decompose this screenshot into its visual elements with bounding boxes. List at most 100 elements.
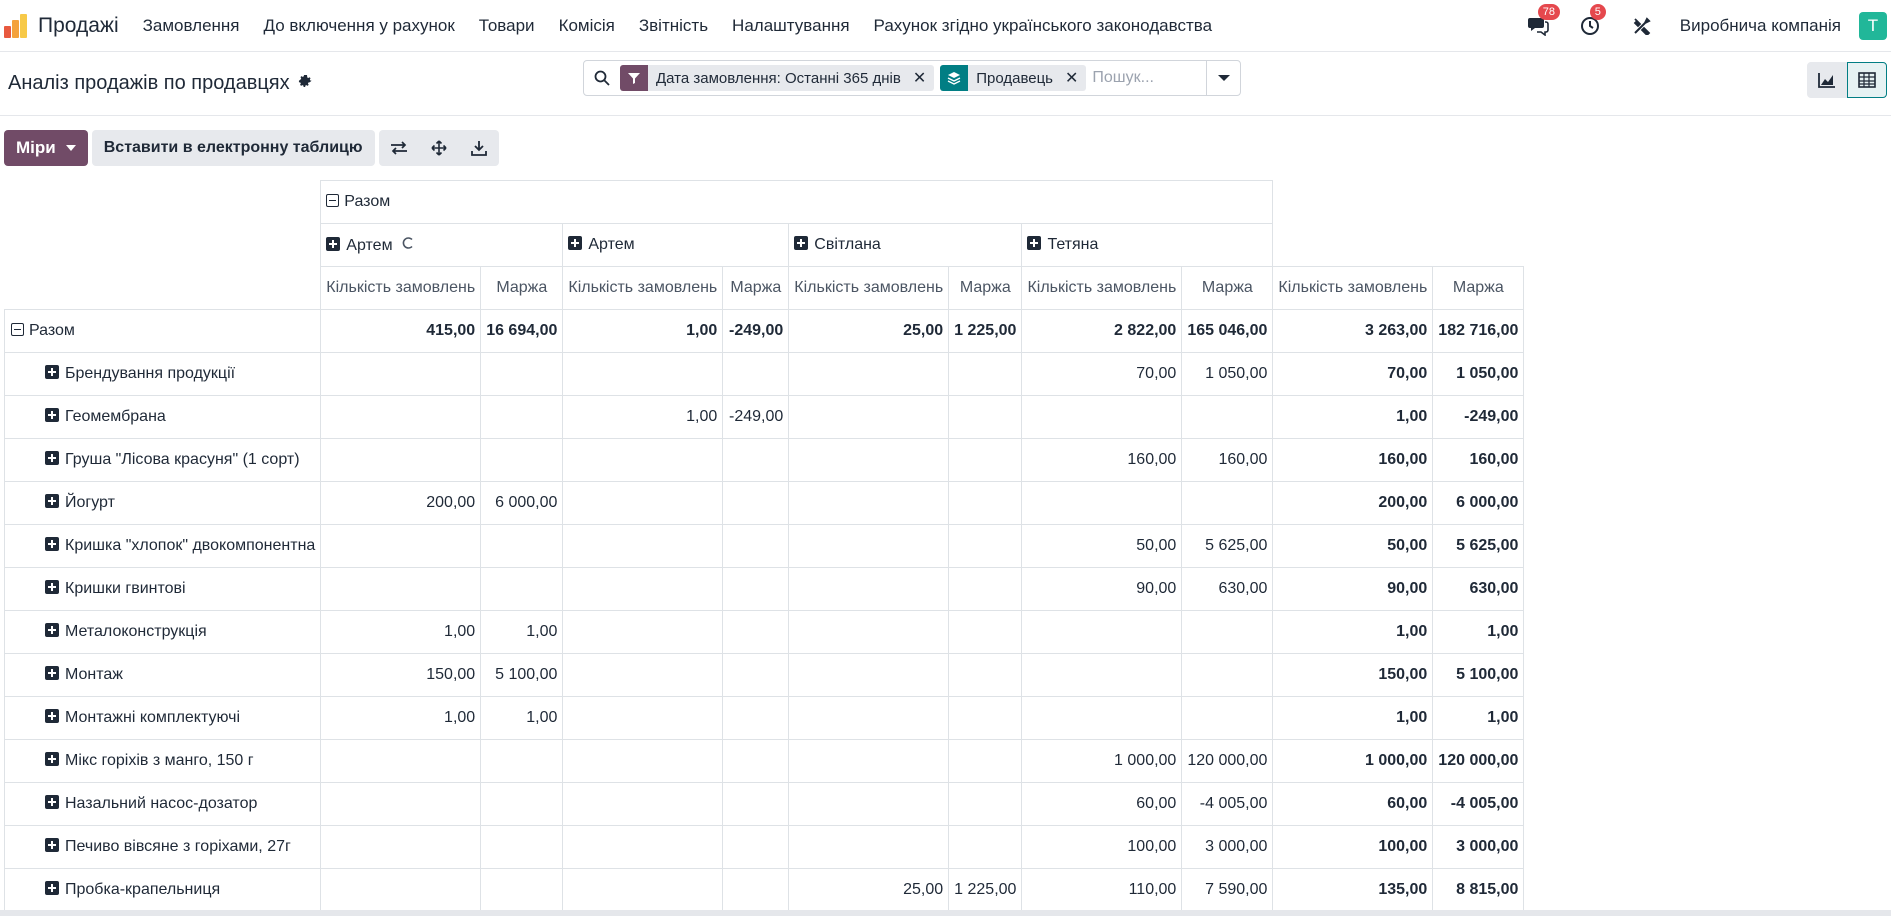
measure-header-count[interactable]: Кількість замовлень [1021, 266, 1183, 310]
pivot-cell[interactable]: -249,00 [722, 395, 790, 439]
menu-item-commission[interactable]: Комісія [558, 15, 615, 35]
pivot-cell[interactable]: 1 225,00 [948, 309, 1023, 353]
pivot-cell[interactable] [562, 868, 724, 912]
pivot-cell[interactable]: 5 100,00 [480, 653, 564, 697]
pivot-cell[interactable] [562, 653, 724, 697]
download-icon[interactable] [459, 130, 499, 166]
pivot-cell[interactable]: -4 005,00 [1432, 782, 1525, 826]
pivot-cell[interactable] [722, 653, 790, 697]
pivot-cell[interactable] [1021, 481, 1183, 525]
pivot-cell[interactable]: 100,00 [1021, 825, 1183, 869]
pivot-cell[interactable]: 415,00 [320, 309, 482, 353]
pivot-cell[interactable] [480, 352, 564, 396]
pivot-cell[interactable]: 160,00 [1181, 438, 1274, 482]
pivot-cell[interactable] [722, 352, 790, 396]
pivot-cell[interactable]: 150,00 [1272, 653, 1434, 697]
graph-view-button[interactable] [1807, 62, 1847, 98]
pivot-cell[interactable] [562, 825, 724, 869]
pivot-cell[interactable]: 100,00 [1272, 825, 1434, 869]
pivot-cell[interactable] [480, 524, 564, 568]
menu-item-configuration[interactable]: Налаштування [732, 15, 850, 35]
measure-header-margin[interactable]: Маржа [480, 266, 564, 310]
pivot-cell[interactable] [788, 438, 950, 482]
pivot-cell[interactable]: 3 000,00 [1432, 825, 1525, 869]
pivot-cell[interactable]: 1,00 [562, 309, 724, 353]
pivot-cell[interactable] [1181, 481, 1274, 525]
pivot-cell[interactable]: 70,00 [1021, 352, 1183, 396]
pivot-cell[interactable]: -249,00 [722, 309, 790, 353]
row-header[interactable]: Монтаж [3, 653, 322, 697]
pivot-cell[interactable] [948, 696, 1023, 740]
pivot-cell[interactable]: 1,00 [1432, 610, 1525, 654]
pivot-cell[interactable]: -4 005,00 [1181, 782, 1274, 826]
pivot-cell[interactable] [722, 739, 790, 783]
measure-header-margin[interactable]: Маржа [948, 266, 1023, 310]
pivot-cell[interactable] [788, 739, 950, 783]
pivot-cell[interactable] [320, 782, 482, 826]
pivot-cell[interactable]: 182 716,00 [1432, 309, 1525, 353]
flip-axis-icon[interactable] [379, 130, 419, 166]
measure-header-count[interactable]: Кількість замовлень [788, 266, 950, 310]
pivot-cell[interactable]: 7 590,00 [1181, 868, 1274, 912]
measure-header-count[interactable]: Кількість замовлень [320, 266, 482, 310]
pivot-cell[interactable]: 5 625,00 [1181, 524, 1274, 568]
pivot-cell[interactable]: 1,00 [480, 610, 564, 654]
pivot-cell[interactable] [948, 395, 1023, 439]
pivot-cell[interactable] [1021, 395, 1183, 439]
row-header[interactable]: Геомембрана [3, 395, 322, 439]
pivot-cell[interactable] [562, 481, 724, 525]
row-header[interactable]: Назальний насос-дозатор [3, 782, 322, 826]
sales-app-icon[interactable] [4, 13, 28, 38]
search-options-toggle[interactable] [1206, 61, 1240, 95]
pivot-cell[interactable]: 2 822,00 [1021, 309, 1183, 353]
pivot-cell[interactable] [480, 782, 564, 826]
facet-date-remove-icon[interactable]: ✕ [912, 70, 927, 87]
pivot-cell[interactable] [320, 868, 482, 912]
pivot-cell[interactable]: 1,00 [1272, 395, 1434, 439]
row-header[interactable]: Брендування продукції [3, 352, 322, 396]
pivot-cell[interactable] [562, 782, 724, 826]
pivot-cell[interactable]: 50,00 [1272, 524, 1434, 568]
pivot-cell[interactable] [1021, 653, 1183, 697]
pivot-cell[interactable] [562, 610, 724, 654]
pivot-cell[interactable] [948, 481, 1023, 525]
pivot-cell[interactable] [722, 825, 790, 869]
pivot-cell[interactable]: 200,00 [1272, 481, 1434, 525]
pivot-cell[interactable]: 110,00 [1021, 868, 1183, 912]
gear-icon[interactable] [298, 74, 313, 94]
pivot-cell[interactable]: 160,00 [1021, 438, 1183, 482]
app-name[interactable]: Продажі [38, 13, 119, 37]
pivot-cell[interactable] [480, 395, 564, 439]
pivot-cell[interactable]: 1 050,00 [1181, 352, 1274, 396]
menu-item-reporting[interactable]: Звітність [638, 15, 709, 35]
pivot-cell[interactable]: 1,00 [1272, 696, 1434, 740]
search-icon[interactable] [584, 70, 620, 86]
pivot-cell[interactable]: 1,00 [320, 610, 482, 654]
pivot-cell[interactable] [788, 524, 950, 568]
pivot-cell[interactable] [948, 739, 1023, 783]
pivot-cell[interactable] [948, 567, 1023, 611]
pivot-cell[interactable] [788, 696, 950, 740]
pivot-cell[interactable]: 1,00 [1272, 610, 1434, 654]
pivot-cell[interactable]: 3 000,00 [1181, 825, 1274, 869]
row-header[interactable]: Йогурт [3, 481, 322, 525]
pivot-cell[interactable]: 1,00 [562, 395, 724, 439]
col-header-group[interactable]: Артем [320, 223, 564, 267]
pivot-cell[interactable] [788, 610, 950, 654]
measures-dropdown-button[interactable]: Міри [4, 130, 88, 166]
measure-header-count[interactable]: Кількість замовлень [562, 266, 724, 310]
row-header-total[interactable]: Разом [3, 309, 322, 353]
pivot-cell[interactable]: 60,00 [1272, 782, 1434, 826]
pivot-cell[interactable]: 6 000,00 [1432, 481, 1525, 525]
pivot-cell[interactable] [320, 395, 482, 439]
menu-item-products[interactable]: Товари [478, 15, 535, 35]
col-header-group[interactable]: Світлана [788, 223, 1023, 267]
pivot-cell[interactable] [722, 782, 790, 826]
pivot-cell[interactable] [1181, 696, 1274, 740]
pivot-cell[interactable]: 630,00 [1432, 567, 1525, 611]
pivot-cell[interactable] [948, 438, 1023, 482]
pivot-cell[interactable] [562, 567, 724, 611]
pivot-cell[interactable] [562, 739, 724, 783]
pivot-cell[interactable] [562, 438, 724, 482]
pivot-cell[interactable] [722, 696, 790, 740]
